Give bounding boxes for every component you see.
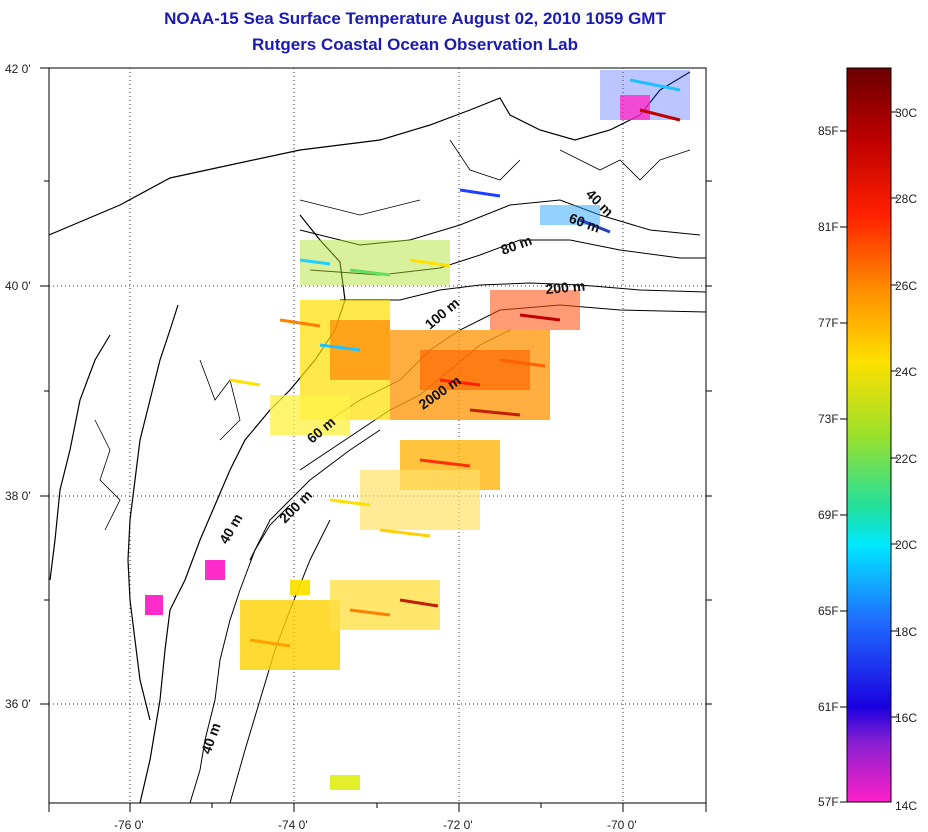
- colorbar-c-label: 24C: [895, 365, 917, 379]
- colorbar-c-label: 22C: [895, 452, 917, 466]
- lon-label: -74 0': [278, 818, 308, 832]
- lon-label: -76 0': [114, 818, 144, 832]
- colorbar-f-label: 81F: [818, 220, 839, 234]
- lat-label: 40 0': [5, 279, 31, 293]
- sst-data: [145, 70, 690, 790]
- lat-label: 42 0': [5, 62, 31, 76]
- map-title: NOAA-15 Sea Surface Temperature August 0…: [164, 9, 666, 28]
- map-frame: [48, 67, 707, 804]
- colorbar-c-label: 28C: [895, 192, 917, 206]
- colorbar-f-label: 57F: [818, 795, 839, 809]
- colorbar: [846, 67, 892, 803]
- colorbar-c-label: 30C: [895, 106, 917, 120]
- colorbar-f-label: 77F: [818, 316, 839, 330]
- colorbar-ticks: [840, 111, 898, 803]
- lon-label: -72 0': [443, 818, 473, 832]
- colorbar-f-label: 85F: [818, 124, 839, 138]
- colorbar-c-label: 18C: [895, 625, 917, 639]
- colorbar-c-label: 14C: [895, 799, 917, 813]
- colorbar-f-label: 69F: [818, 508, 839, 522]
- map-subtitle: Rutgers Coastal Ocean Observation Lab: [252, 35, 578, 54]
- colorbar-c-label: 26C: [895, 279, 917, 293]
- isobath-label: 200 m: [545, 278, 586, 297]
- colorbar-c-label: 16C: [895, 711, 917, 725]
- colorbar-f-label: 65F: [818, 604, 839, 618]
- lon-label: -70 0': [607, 818, 637, 832]
- colorbar-f-label: 73F: [818, 412, 839, 426]
- colorbar-c-label: 20C: [895, 538, 917, 552]
- coastline: [49, 71, 691, 803]
- lat-label: 38 0': [5, 489, 31, 503]
- axis-ticks: [40, 67, 712, 812]
- lat-label: 36 0': [5, 697, 31, 711]
- colorbar-f-label: 61F: [818, 700, 839, 714]
